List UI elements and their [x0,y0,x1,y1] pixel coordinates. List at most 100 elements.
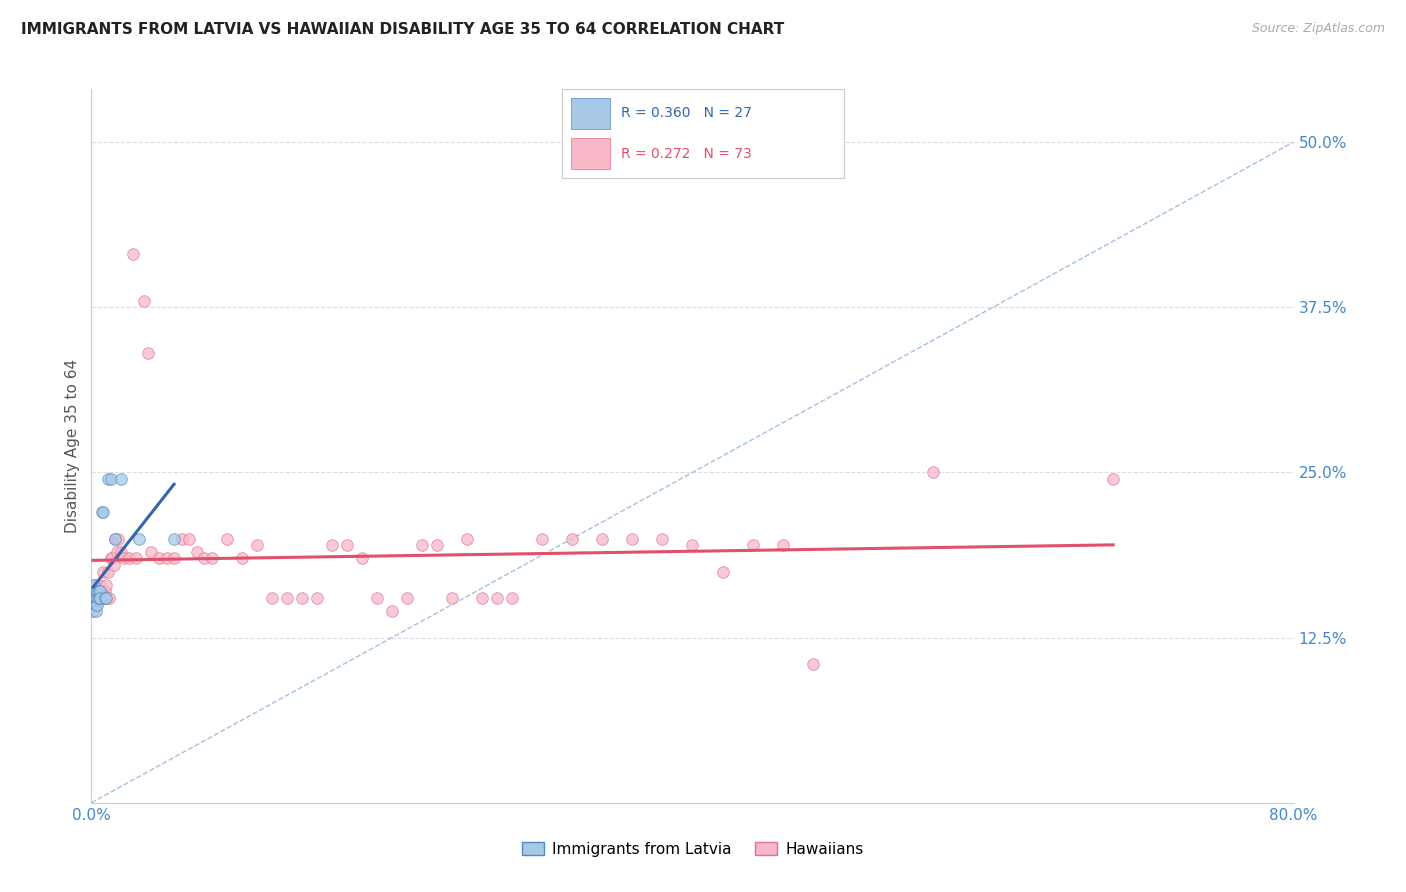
Y-axis label: Disability Age 35 to 64: Disability Age 35 to 64 [65,359,80,533]
Point [336,538,359,552]
Point [89,591,111,605]
Point [107,532,129,546]
Point [82,604,104,618]
Point [215,532,238,546]
Point [94,584,117,599]
Point [128,532,150,546]
Point [89,584,111,599]
Point [84,591,107,605]
Point [801,657,824,671]
Point [104,532,127,546]
Point [1102,472,1125,486]
Point [193,551,215,566]
Point [350,551,373,566]
Point [201,551,224,566]
Text: R = 0.360   N = 27: R = 0.360 N = 27 [621,106,752,120]
Point [100,472,122,486]
Point [440,591,463,605]
Point [471,591,494,605]
Point [531,532,554,546]
Point [163,551,186,566]
Point [456,532,478,546]
Point [87,591,110,605]
Point [104,532,127,546]
Point [93,565,115,579]
Point [381,604,404,618]
Point [86,598,108,612]
Point [84,591,107,605]
Point [711,565,734,579]
Text: R = 0.272   N = 73: R = 0.272 N = 73 [621,147,752,161]
Point [395,591,418,605]
Point [501,591,523,605]
Point [305,591,328,605]
Point [132,293,155,308]
Point [97,472,120,486]
Bar [571,138,610,169]
Point [122,247,145,261]
Point [291,591,314,605]
Point [93,591,115,605]
Point [83,598,105,612]
Point [114,551,136,566]
Point [110,472,132,486]
Point [90,591,112,605]
Point [84,591,107,605]
Point [118,551,141,566]
Point [84,604,107,618]
Point [90,505,112,519]
Point [84,591,107,605]
Point [141,545,163,559]
Point [591,532,613,546]
Point [86,584,108,599]
Point [411,538,433,552]
Legend: Immigrants from Latvia, Hawaiians: Immigrants from Latvia, Hawaiians [516,836,869,863]
Point [110,545,132,559]
Point [83,578,105,592]
Point [97,565,120,579]
Point [163,532,186,546]
Point [366,591,388,605]
Point [231,551,253,566]
Text: Source: ZipAtlas.com: Source: ZipAtlas.com [1251,22,1385,36]
Point [83,591,105,605]
Point [260,591,283,605]
Point [86,591,108,605]
Point [87,584,110,599]
Point [103,558,125,572]
Point [89,584,111,599]
Point [621,532,644,546]
Point [82,591,104,605]
Point [96,591,118,605]
Point [155,551,177,566]
Point [87,591,110,605]
Point [772,538,794,552]
Point [87,578,110,592]
Point [89,591,111,605]
Point [148,551,170,566]
Point [246,538,269,552]
Point [651,532,673,546]
Point [741,538,763,552]
Point [96,591,118,605]
Point [186,545,208,559]
Point [83,578,105,592]
Point [321,538,343,552]
Point [125,551,148,566]
Point [170,532,193,546]
Point [84,598,107,612]
Point [100,551,122,566]
Point [90,584,112,599]
Point [922,466,945,480]
Point [426,538,449,552]
Point [98,591,121,605]
Point [276,591,298,605]
Point [86,591,108,605]
Point [486,591,509,605]
Point [105,545,128,559]
Text: IMMIGRANTS FROM LATVIA VS HAWAIIAN DISABILITY AGE 35 TO 64 CORRELATION CHART: IMMIGRANTS FROM LATVIA VS HAWAIIAN DISAB… [21,22,785,37]
Point [561,532,583,546]
Point [96,578,118,592]
Bar [571,98,610,129]
Point [87,591,110,605]
